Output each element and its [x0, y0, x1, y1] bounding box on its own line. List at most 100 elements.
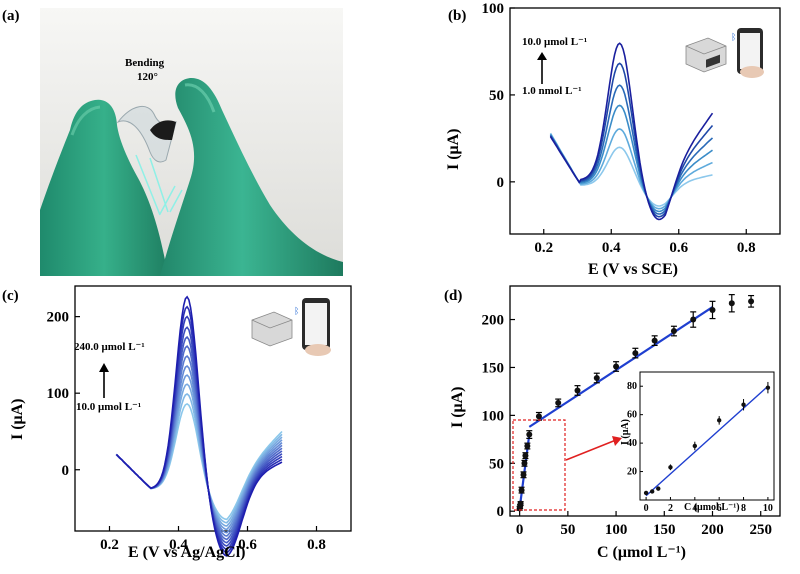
- panel-b-label: (b): [448, 8, 466, 24]
- data-point: [522, 452, 529, 459]
- panel-a: Bending 120° (a): [2, 8, 343, 276]
- inset-frame: [639, 371, 775, 501]
- plot-frame-d: [509, 285, 781, 517]
- right-glove: [160, 77, 343, 276]
- panel-d-label: (d): [444, 288, 462, 304]
- y-tick-label: 100: [47, 386, 70, 402]
- plot-frame-b: [509, 7, 781, 235]
- inset-y-tick-label: 20: [627, 467, 637, 478]
- flexible-sensor: [116, 106, 177, 163]
- x-tick-label: 200: [701, 522, 724, 538]
- cv-series-b: [549, 42, 714, 221]
- potentiostat-icon: [685, 37, 727, 73]
- x-tick-label: 0.8: [737, 240, 756, 256]
- inset-data-point: [692, 443, 698, 449]
- data-point: [709, 306, 716, 313]
- axis-ticks-c: 0.2 0.4 0.6 0.8 0 100 200: [47, 310, 326, 553]
- y-tick-label: 150: [482, 360, 505, 376]
- inset-data-point: [656, 486, 661, 491]
- xlabel-d: C (μmol L⁻¹): [597, 544, 686, 561]
- inset-x-tick-label: 4: [692, 503, 697, 514]
- inset-x-tick-label: 2: [668, 503, 673, 514]
- inset-data-point: [643, 490, 649, 496]
- y-tick-label: 50: [489, 456, 504, 472]
- inset-x-tick-label: 6: [717, 503, 722, 514]
- inset-plot: 0 2 4 6 8 10 20 40 60 80: [627, 381, 773, 514]
- conc-low-label-c: 10.0 μmol L⁻¹: [76, 401, 141, 413]
- electrode-pattern: [150, 120, 176, 140]
- bluetooth-icon: ᛒ: [731, 32, 736, 42]
- x-tick-label: 0.6: [238, 537, 257, 553]
- inset-data-point: [668, 465, 673, 470]
- smartphone-icon-c: [302, 298, 331, 356]
- data-point: [535, 413, 542, 420]
- potentiostat-icon-c: [251, 311, 293, 347]
- data-point: [526, 431, 533, 438]
- cv-series-c: [115, 295, 283, 557]
- panel-b: (b) 0.2 0.4 0.6 0.8 0 50 100 10.0 μmol L⁻¹ 1.0…: [445, 1, 781, 278]
- data-point: [690, 316, 697, 323]
- bluetooth-icon-c: ᛒ: [294, 306, 299, 316]
- data-point: [613, 363, 620, 370]
- data-point: [651, 337, 658, 344]
- y-tick-label: 0: [62, 463, 70, 479]
- inset-ylabel: I (μA): [620, 419, 631, 445]
- inset-data-point: [649, 489, 655, 494]
- data-point: [521, 460, 528, 467]
- y-tick-label: 0: [497, 504, 505, 520]
- sensor-wires: [135, 154, 183, 216]
- x-tick-label: 0: [516, 522, 524, 538]
- data-point: [518, 487, 525, 494]
- data-point: [593, 375, 600, 381]
- ylabel-c: I (μA): [9, 398, 26, 440]
- zoom-arrow: [565, 439, 617, 461]
- y-tick-label: 100: [482, 1, 505, 17]
- x-tick-label: 100: [605, 522, 628, 538]
- data-point: [520, 471, 527, 478]
- axis-ticks-b: 0.2 0.4 0.6 0.8 0 50 100: [482, 1, 756, 256]
- x-tick-label: 0.4: [169, 537, 188, 553]
- inset-y-tick-label: 60: [627, 410, 637, 421]
- data-point: [574, 387, 581, 394]
- conc-low-label-b: 1.0 nmol L⁻¹: [522, 85, 582, 97]
- x-tick-label: 0.8: [307, 537, 326, 553]
- data-point: [728, 300, 735, 307]
- cv-curves-c: [115, 295, 283, 557]
- inset-x-tick-label: 0: [644, 503, 649, 514]
- data-point: [524, 443, 531, 450]
- inset-y-tick-label: 40: [627, 438, 637, 449]
- x-tick-label: 50: [560, 522, 575, 538]
- left-glove: [40, 99, 168, 276]
- bending-label: Bending: [125, 57, 165, 69]
- cv-curves-b: [549, 42, 714, 221]
- inset-xlabel: C (μmol L⁻¹): [684, 502, 740, 513]
- bending-angle: 120°: [137, 71, 158, 83]
- inset-data-point: [716, 418, 722, 423]
- panel-c: (c) 0.2 0.4 0.6 0.8 0 100 200 240.0 μmol L⁻¹ 1…: [2, 285, 352, 561]
- inset-fit-line: [645, 385, 769, 497]
- x-tick-label: 250: [749, 522, 772, 538]
- conc-high-label-b: 10.0 μmol L⁻¹: [522, 36, 587, 48]
- ylabel-b: I (μA): [445, 128, 462, 170]
- arrow-head-c: [99, 363, 109, 372]
- y-tick-label: 100: [482, 408, 505, 424]
- panel-d: (d) 0 50 100 150 200 250 0 50 100 150 200 0 2 4 6 8 10 2…: [444, 285, 781, 561]
- x-tick-label: 150: [653, 522, 676, 538]
- inset-x-tick-label: 8: [741, 503, 746, 514]
- xlabel-c: E (V vs Ag/AgCl): [128, 544, 246, 561]
- x-tick-label: 0.2: [100, 537, 119, 553]
- data-point: [555, 399, 562, 406]
- panel-a-label: (a): [2, 8, 20, 24]
- panel-c-label: (c): [2, 288, 19, 304]
- plot-frame-c: [74, 285, 352, 532]
- zoom-box: [512, 419, 566, 511]
- x-tick-label: 0.4: [602, 240, 621, 256]
- inset-x-tick-label: 10: [763, 503, 773, 514]
- y-tick-label: 0: [497, 175, 505, 191]
- x-tick-label: 0.6: [669, 240, 688, 256]
- inset-y-tick-label: 80: [627, 381, 637, 392]
- xlabel-b: E (V vs SCE): [588, 261, 678, 278]
- zoom-arrow-head: [612, 436, 622, 446]
- smartphone-icon: [737, 28, 764, 78]
